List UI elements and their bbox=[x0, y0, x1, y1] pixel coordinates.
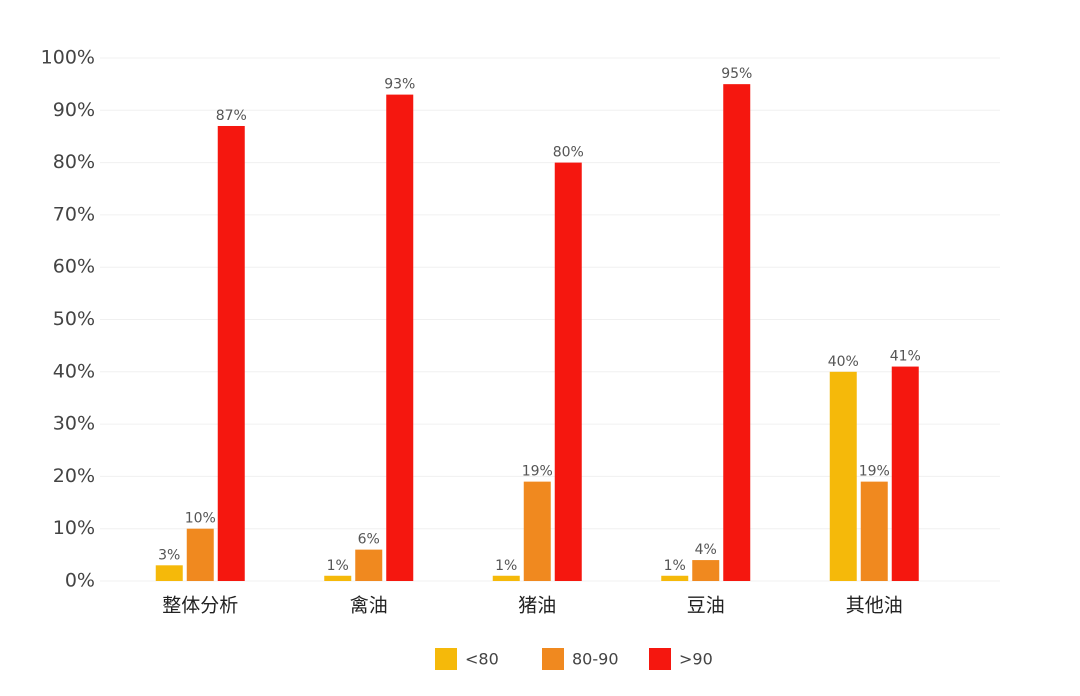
y-tick-label: 50% bbox=[53, 308, 95, 330]
x-tick-label: 豆油 bbox=[687, 595, 725, 617]
y-tick-label: 80% bbox=[53, 151, 95, 173]
bar bbox=[692, 560, 720, 581]
bar bbox=[860, 481, 888, 581]
bar bbox=[554, 162, 582, 581]
value-label: 4% bbox=[695, 542, 717, 558]
value-label: 41% bbox=[890, 349, 921, 365]
y-tick-label: 30% bbox=[53, 413, 95, 435]
y-tick-label: 20% bbox=[53, 465, 95, 487]
legend-swatch bbox=[542, 648, 564, 670]
legend-label: >90 bbox=[679, 650, 713, 669]
value-label: 6% bbox=[358, 532, 380, 548]
bar bbox=[217, 125, 245, 582]
bar bbox=[492, 575, 520, 581]
value-label: 87% bbox=[216, 108, 247, 124]
bar bbox=[661, 575, 689, 581]
y-tick-label: 10% bbox=[53, 517, 95, 539]
bar bbox=[829, 371, 857, 581]
bar bbox=[723, 84, 751, 582]
legend-swatch bbox=[435, 648, 457, 670]
x-tick-label: 整体分析 bbox=[162, 595, 238, 617]
y-tick-label: 60% bbox=[53, 256, 95, 278]
legend-label: <80 bbox=[465, 650, 499, 669]
value-label: 19% bbox=[522, 464, 553, 480]
value-label: 40% bbox=[828, 354, 859, 370]
y-tick-label: 0% bbox=[65, 570, 95, 592]
value-label: 10% bbox=[185, 511, 216, 527]
y-tick-label: 40% bbox=[53, 360, 95, 382]
bar bbox=[891, 366, 919, 581]
bar bbox=[186, 528, 214, 581]
value-label: 3% bbox=[158, 547, 180, 563]
legend-swatch bbox=[649, 648, 671, 670]
legend-label: 80-90 bbox=[572, 650, 619, 669]
x-tick-label: 猪油 bbox=[518, 595, 556, 617]
value-label: 19% bbox=[859, 464, 890, 480]
value-label: 93% bbox=[384, 77, 415, 93]
value-label: 1% bbox=[327, 558, 349, 574]
value-label: 95% bbox=[721, 66, 752, 82]
bar bbox=[155, 565, 183, 581]
x-tick-label: 禽油 bbox=[350, 595, 388, 617]
y-tick-label: 90% bbox=[53, 99, 95, 121]
y-tick-label: 70% bbox=[53, 203, 95, 225]
bar bbox=[355, 549, 383, 581]
value-label: 1% bbox=[664, 558, 686, 574]
bar bbox=[324, 575, 352, 581]
value-label: 80% bbox=[553, 145, 584, 161]
x-tick-label: 其他油 bbox=[846, 595, 903, 617]
y-tick-label: 100% bbox=[41, 47, 95, 69]
bar bbox=[523, 481, 551, 581]
value-label: 1% bbox=[495, 558, 517, 574]
bar bbox=[386, 94, 414, 582]
